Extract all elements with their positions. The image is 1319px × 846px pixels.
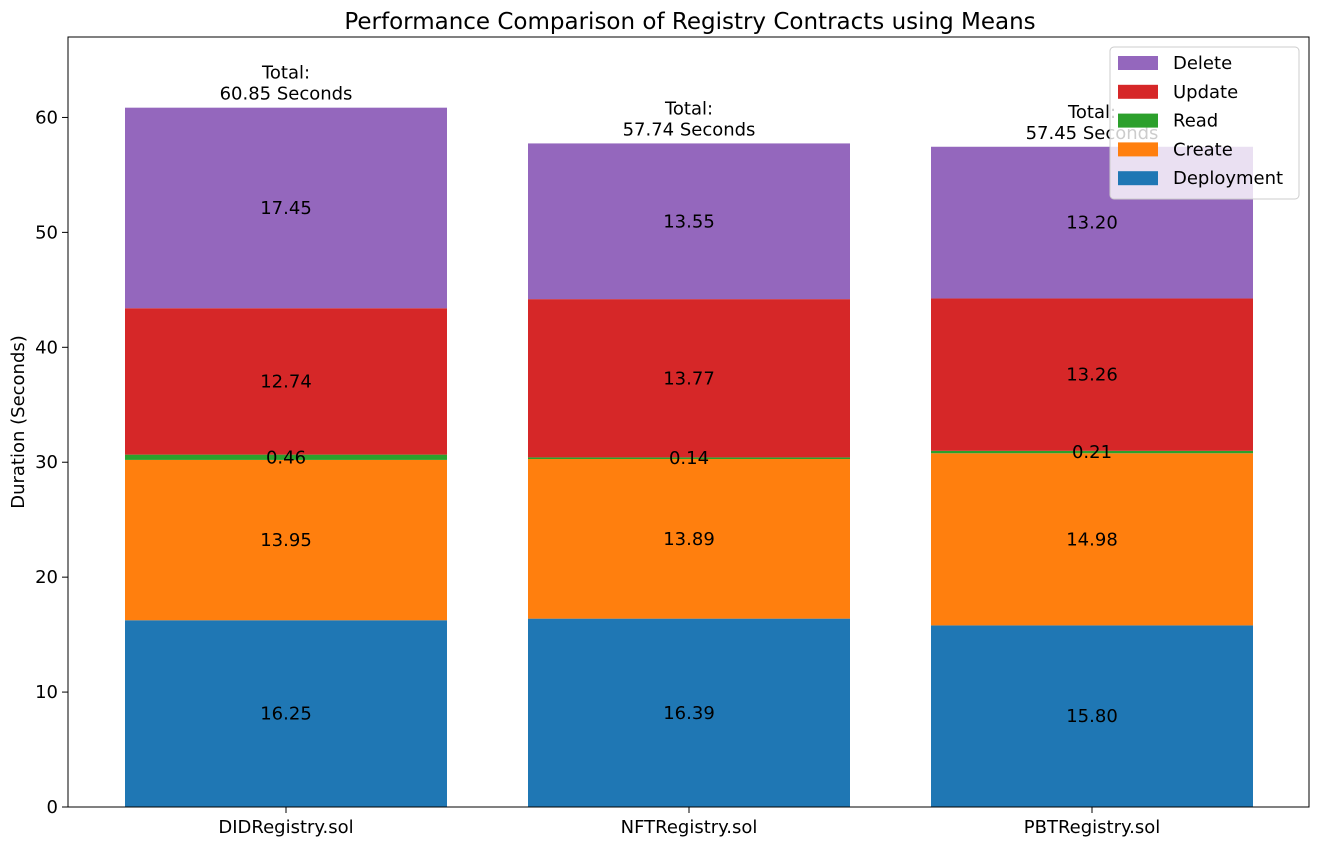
bar-segment-deployment-3 [931, 625, 1253, 807]
y-tick-label: 60 [35, 107, 58, 128]
segment-value-label: 12.74 [260, 371, 312, 392]
segment-value-label: 0.21 [1072, 442, 1112, 463]
y-tick-label: 20 [35, 567, 58, 588]
x-tick-label: DIDRegistry.sol [218, 817, 353, 838]
segment-value-label: 13.77 [663, 368, 715, 389]
segment-labels-group: 16.25 13.95 0.46 12.74 17.45 16.39 13.89 0.14 13… [260, 198, 1118, 727]
bar-segment-update-3 [931, 298, 1253, 451]
bar-segment-create-2 [528, 459, 850, 619]
segment-value-label: 13.95 [260, 530, 312, 551]
total-label-heading: Total: [261, 63, 310, 84]
segment-value-label: 17.45 [260, 198, 312, 219]
legend-label-deployment: Deployment [1173, 168, 1283, 189]
plot-frame [67, 36, 1310, 808]
segment-value-label: 13.55 [663, 211, 715, 232]
legend-swatch-read [1118, 113, 1158, 128]
bar-segment-create-3 [931, 453, 1253, 626]
bar-segment-update-2 [528, 299, 850, 458]
bar-segment-read-2 [528, 457, 850, 460]
segment-value-label: 13.26 [1066, 365, 1118, 386]
y-tick-label: 0 [47, 797, 58, 818]
segment-value-label: 16.25 [260, 704, 312, 725]
legend: Delete Update Read Create Deployment [1109, 46, 1300, 200]
legend-label-create: Create [1173, 139, 1233, 160]
x-tick-label: PBTRegistry.sol [1024, 817, 1160, 838]
bars-group [125, 107, 1253, 807]
axes-group: DIDRegistry.sol NFTRegistry.sol PBTRegistr… [35, 36, 1310, 838]
chart-title: Performance Comparison of Registry Contr… [344, 9, 1035, 35]
legend-label-update: Update [1173, 82, 1238, 103]
legend-swatch-update [1118, 84, 1158, 99]
segment-value-label: 0.14 [669, 448, 709, 469]
y-tick-label: 30 [35, 452, 58, 473]
bar-segment-create-1 [125, 459, 447, 621]
legend-swatch-delete [1118, 56, 1158, 70]
bar-segment-deployment-2 [528, 618, 850, 807]
segment-value-label: 15.80 [1066, 706, 1118, 727]
total-label-value: 60.85 Seconds [220, 84, 353, 105]
bar-segment-read-3 [931, 450, 1253, 454]
total-label-heading: Total: [1067, 102, 1116, 123]
legend-swatch-deployment [1118, 171, 1158, 186]
segment-value-label: 14.98 [1066, 529, 1118, 550]
segment-value-label: 16.39 [663, 703, 715, 724]
legend-label-read: Read [1173, 111, 1218, 132]
bar-segment-update-1 [125, 308, 447, 455]
segment-value-label: 13.20 [1066, 213, 1118, 234]
total-label-value: 57.74 Seconds [623, 119, 756, 140]
y-tick-label: 10 [35, 682, 58, 703]
total-label-heading: Total: [664, 98, 713, 119]
x-tick-label: NFTRegistry.sol [621, 817, 758, 838]
segment-value-label: 0.46 [266, 447, 306, 468]
legend-swatch-create [1118, 142, 1158, 157]
y-tick-label: 50 [35, 222, 58, 243]
legend-label-delete: Delete [1173, 53, 1232, 74]
bar-segment-deployment-1 [125, 620, 447, 807]
bar-segment-delete-2 [528, 143, 850, 300]
bar-segment-delete-1 [125, 107, 447, 309]
bar-segment-read-1 [125, 454, 447, 460]
y-axis-label: Duration (Seconds) [8, 335, 29, 509]
segment-value-label: 13.89 [663, 529, 715, 550]
y-tick-label: 40 [35, 337, 58, 358]
